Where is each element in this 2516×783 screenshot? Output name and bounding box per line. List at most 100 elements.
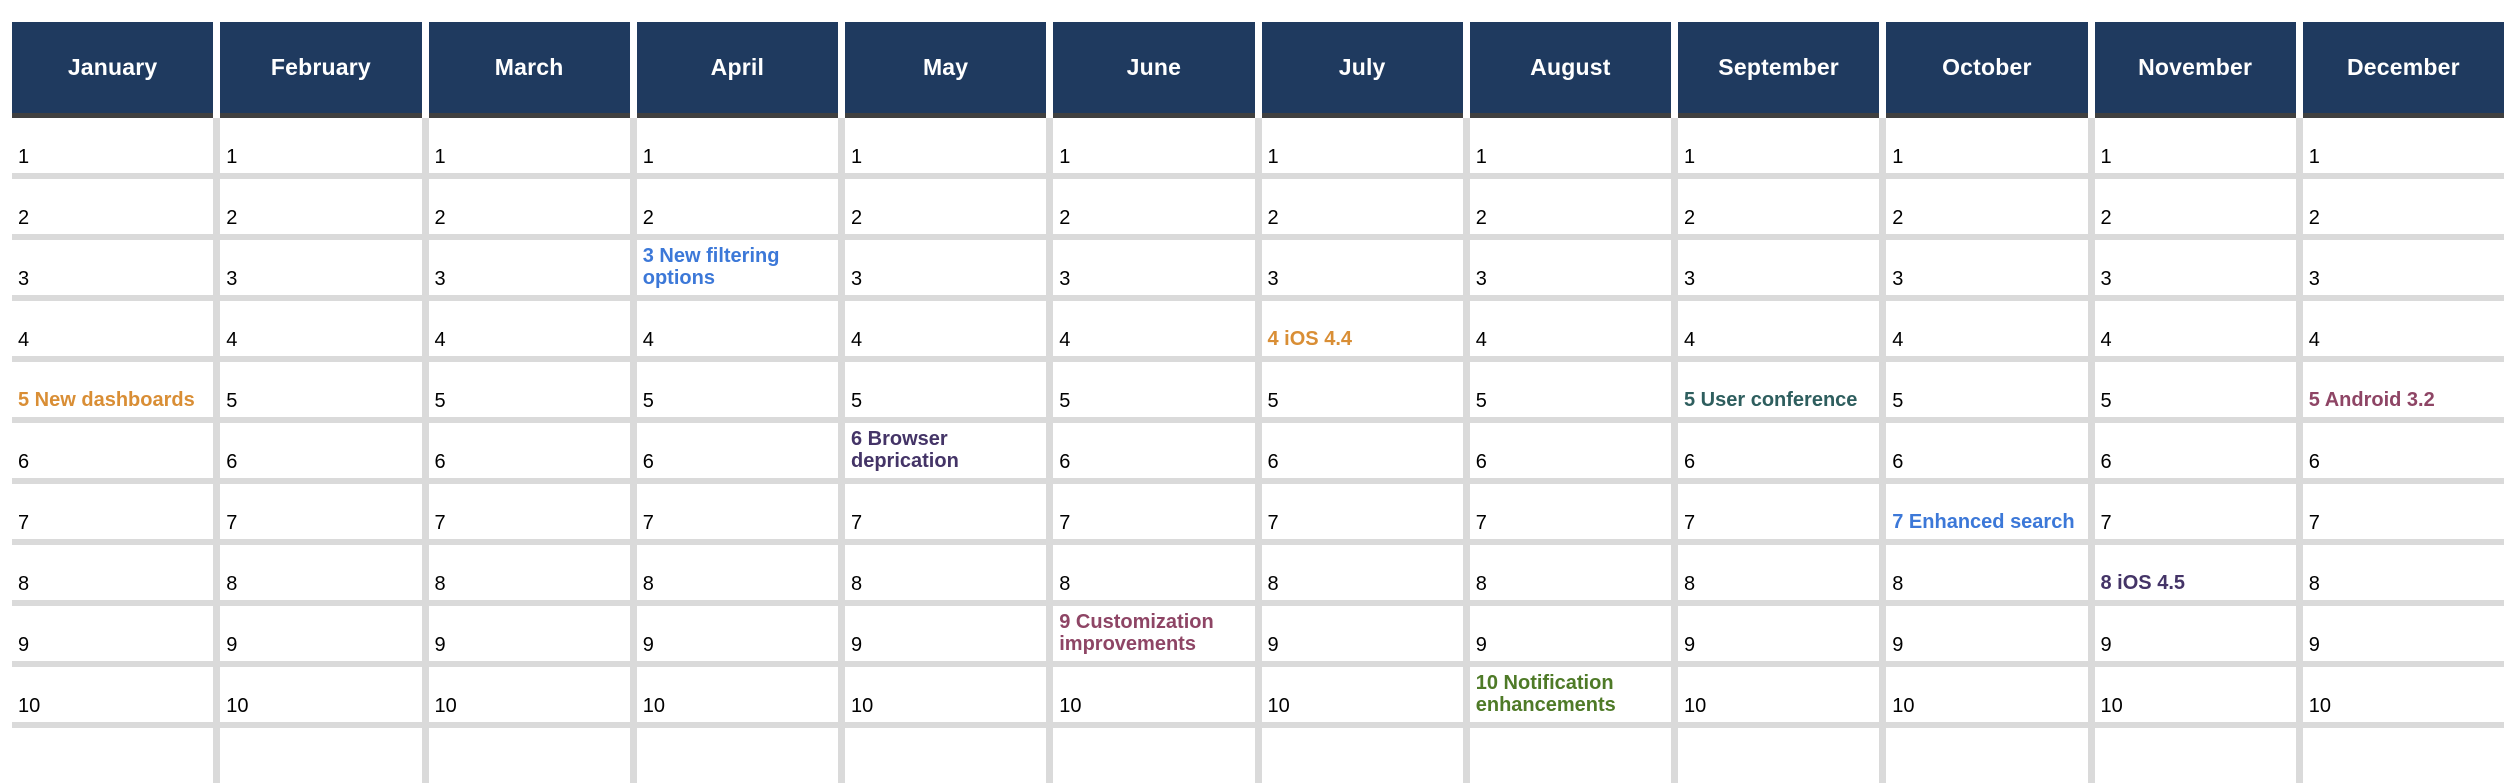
day-number: 1	[1892, 146, 1904, 168]
day-number: 10	[18, 695, 41, 717]
day-cell-july-4: 4 iOS 4.4	[1261, 301, 1463, 356]
day-number: 8	[642, 573, 654, 595]
day-number: 1	[1059, 146, 1071, 168]
day-cell-august-5: 5	[1469, 362, 1671, 417]
day-number: 1	[851, 146, 863, 168]
day-number: 3	[1684, 268, 1696, 290]
day-number: 6	[226, 451, 238, 473]
month-label: May	[845, 22, 1047, 113]
day-number: 8	[18, 573, 30, 595]
day-number: 9	[1684, 634, 1696, 656]
event-4-ios-4-4[interactable]: 4 iOS 4.4	[1267, 328, 1353, 350]
day-cell-december-4: 4	[2302, 301, 2504, 356]
month-header-september: September	[1678, 22, 1880, 118]
day-cell-september-5: 5 User conference	[1678, 362, 1880, 417]
day-number: 9	[851, 634, 863, 656]
day-cell-april-4: 4	[636, 301, 838, 356]
event-3-new-filtering-options[interactable]: 3 New filtering options	[642, 245, 780, 289]
day-cell-november-11	[2094, 728, 2296, 783]
month-header-april: April	[636, 22, 838, 118]
day-number: 9	[2100, 634, 2112, 656]
day-cell-october-10: 10	[1886, 667, 2088, 722]
day-cell-august-1: 1	[1469, 118, 1671, 173]
day-cell-april-5: 5	[636, 362, 838, 417]
day-cell-may-6: 6 Browser deprication	[845, 423, 1047, 478]
day-number: 5	[1892, 390, 1904, 412]
month-label: November	[2094, 22, 2296, 113]
day-number: 6	[1475, 451, 1487, 473]
day-number: 10	[2100, 695, 2123, 717]
day-cell-june-10: 10	[1053, 667, 1255, 722]
day-cell-november-7: 7	[2094, 484, 2296, 539]
event-10-notification-enhancements[interactable]: 10 Notification enhancements	[1475, 672, 1616, 716]
day-cell-january-10: 10	[12, 667, 214, 722]
day-number: 7	[2308, 512, 2320, 534]
day-cell-february-4: 4	[220, 301, 422, 356]
day-cell-august-11	[1469, 728, 1671, 783]
month-label: August	[1469, 22, 1671, 113]
day-number: 9	[434, 634, 446, 656]
month-header-february: February	[220, 22, 422, 118]
day-number: 4	[2308, 329, 2320, 351]
day-cell-september-4: 4	[1678, 301, 1880, 356]
event-5-user-conference[interactable]: 5 User conference	[1684, 389, 1858, 411]
day-cell-april-10: 10	[636, 667, 838, 722]
month-header-august: August	[1469, 22, 1671, 118]
day-cell-january-1: 1	[12, 118, 214, 173]
day-number: 10	[226, 695, 249, 717]
day-number: 4	[226, 329, 238, 351]
day-number: 7	[642, 512, 654, 534]
day-number: 1	[226, 146, 238, 168]
day-cell-february-11	[220, 728, 422, 783]
day-number: 7	[434, 512, 446, 534]
event-5-new-dashboards[interactable]: 5 New dashboards	[18, 389, 195, 411]
month-label: February	[220, 22, 422, 113]
day-number: 7	[1267, 512, 1279, 534]
day-cell-may-10: 10	[845, 667, 1047, 722]
day-cell-april-2: 2	[636, 179, 838, 234]
day-number: 3	[1267, 268, 1279, 290]
event-9-customization-improvements[interactable]: 9 Customization improvements	[1059, 611, 1214, 655]
day-cell-february-6: 6	[220, 423, 422, 478]
month-label: April	[636, 22, 838, 113]
day-cell-november-9: 9	[2094, 606, 2296, 661]
day-cell-december-10: 10	[2302, 667, 2504, 722]
day-number: 2	[434, 207, 446, 229]
day-number: 2	[1892, 207, 1904, 229]
month-label: March	[428, 22, 630, 113]
day-number: 10	[434, 695, 457, 717]
day-number: 2	[1684, 207, 1696, 229]
day-cell-november-8: 8 iOS 4.5	[2094, 545, 2296, 600]
month-label: October	[1886, 22, 2088, 113]
day-cell-april-11	[636, 728, 838, 783]
event-7-enhanced-search[interactable]: 7 Enhanced search	[1892, 511, 2075, 533]
day-cell-july-10: 10	[1261, 667, 1463, 722]
day-cell-february-8: 8	[220, 545, 422, 600]
day-number: 8	[2308, 573, 2320, 595]
day-number: 10	[1684, 695, 1707, 717]
day-number: 5	[851, 390, 863, 412]
day-number: 2	[1475, 207, 1487, 229]
day-cell-march-7: 7	[428, 484, 630, 539]
day-cell-february-1: 1	[220, 118, 422, 173]
day-number: 4	[1475, 329, 1487, 351]
day-number: 1	[1684, 146, 1696, 168]
day-number: 8	[1892, 573, 1904, 595]
event-6-browser-deprication[interactable]: 6 Browser deprication	[851, 428, 959, 472]
day-cell-february-2: 2	[220, 179, 422, 234]
day-cell-april-7: 7	[636, 484, 838, 539]
day-cell-september-8: 8	[1678, 545, 1880, 600]
day-cell-october-3: 3	[1886, 240, 2088, 295]
day-number: 4	[851, 329, 863, 351]
day-cell-december-3: 3	[2302, 240, 2504, 295]
day-cell-february-3: 3	[220, 240, 422, 295]
release-calendar: January February March April May June July Augu…	[12, 22, 2504, 783]
month-label: June	[1053, 22, 1255, 113]
day-number: 2	[1059, 207, 1071, 229]
day-number: 2	[1267, 207, 1279, 229]
day-number: 2	[226, 207, 238, 229]
event-8-ios-4-5[interactable]: 8 iOS 4.5	[2100, 572, 2186, 594]
day-number: 7	[1475, 512, 1487, 534]
day-cell-november-2: 2	[2094, 179, 2296, 234]
event-5-android-3-2[interactable]: 5 Android 3.2	[2308, 389, 2435, 411]
